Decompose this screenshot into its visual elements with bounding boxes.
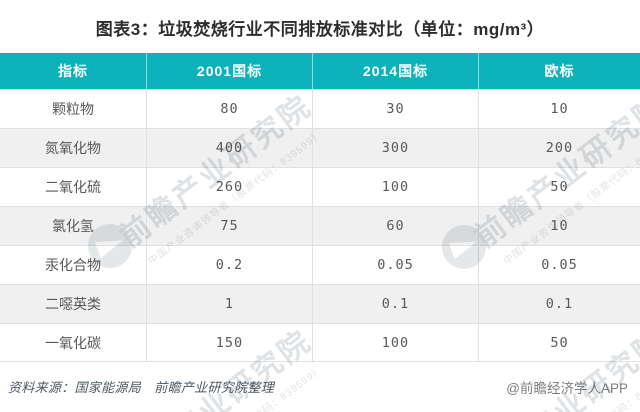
value-cell: 0.2: [146, 246, 312, 284]
column-header-2001-standard: 2001国标: [146, 53, 312, 89]
column-header-2014-standard: 2014国标: [312, 53, 478, 89]
table-row: 汞化合物 0.2 0.05 0.05: [0, 245, 640, 284]
indicator-cell: 一氧化碳: [45, 334, 101, 351]
table-row: 氯化氢 75 60 10: [0, 206, 640, 245]
value-cell: 60: [312, 207, 478, 245]
emission-standards-table: 指标 2001国标 2014国标 欧标 颗粒物 80 30 10 氮氧化物 40…: [0, 53, 640, 362]
table-row: 二噁英类 1 0.1 0.1: [0, 284, 640, 323]
value-cell: 10: [478, 207, 640, 245]
column-header-indicator: 指标: [58, 63, 88, 79]
value-cell: 1: [146, 285, 312, 323]
value-cell: 0.05: [312, 246, 478, 284]
indicator-cell: 二噁英类: [45, 296, 101, 312]
app-credit: @前瞻经济学人APP: [506, 381, 628, 396]
indicator-cell: 二氧化硫: [45, 179, 101, 195]
indicator-cell: 氯化氢: [52, 218, 94, 234]
table-row: 二氧化硫 260 100 50: [0, 167, 640, 206]
table-header-row: 指标 2001国标 2014国标 欧标: [0, 53, 640, 89]
column-header-eu-standard: 欧标: [478, 53, 640, 89]
value-cell: 200: [478, 129, 640, 167]
value-cell: 0.1: [312, 285, 478, 323]
value-cell: 150: [146, 324, 312, 361]
table-row: 氮氧化物 400 300 200: [0, 128, 640, 167]
table-row: 一氧化碳 150 100 50: [0, 323, 640, 362]
indicator-cell: 汞化合物: [45, 257, 101, 273]
table-row: 颗粒物 80 30 10: [0, 89, 640, 128]
source-note: 资料来源：国家能源局 前瞻产业研究院整理: [8, 380, 275, 395]
value-cell: 50: [478, 324, 640, 361]
indicator-cell: 氮氧化物: [45, 140, 101, 156]
value-cell: 300: [312, 129, 478, 167]
value-cell: 50: [478, 168, 640, 206]
value-cell: 80: [146, 90, 312, 128]
value-cell: 260: [146, 168, 312, 206]
value-cell: 0.1: [478, 285, 640, 323]
value-cell: 100: [312, 324, 478, 361]
page-title: 图表3：垃圾焚烧行业不同排放标准对比（单位：mg/m³）: [95, 20, 545, 39]
value-cell: 0.05: [478, 246, 640, 284]
value-cell: 30: [312, 90, 478, 128]
value-cell: 100: [312, 168, 478, 206]
footer: 资料来源：国家能源局 前瞻产业研究院整理 @前瞻经济学人APP: [0, 377, 640, 397]
value-cell: 10: [478, 90, 640, 128]
indicator-cell: 颗粒物: [52, 101, 94, 117]
value-cell: 400: [146, 129, 312, 167]
value-cell: 75: [146, 207, 312, 245]
